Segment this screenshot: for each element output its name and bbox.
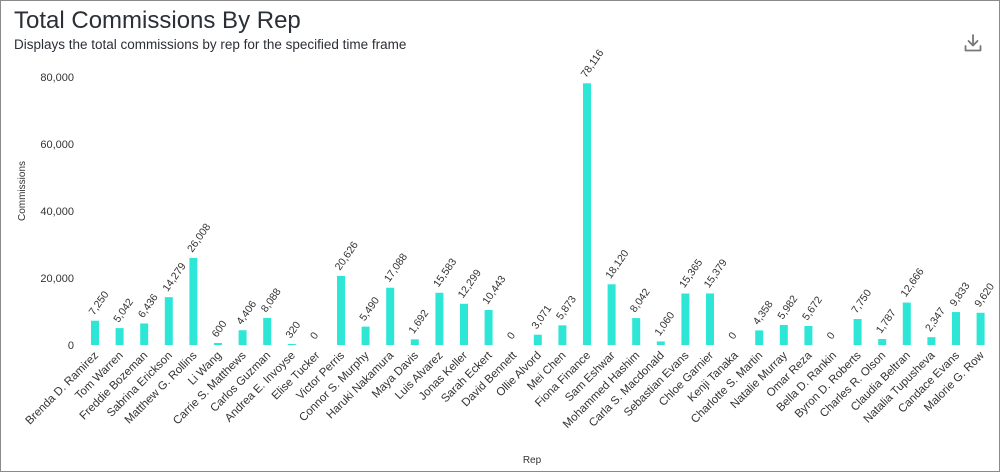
y-tick-label: 0 — [68, 340, 74, 352]
bar[interactable] — [779, 324, 788, 345]
bar-value-label: 5,672 — [800, 294, 825, 323]
bar-value-label: 9,620 — [972, 281, 997, 310]
bar-value-label: 15,583 — [431, 256, 459, 289]
bar[interactable] — [140, 323, 149, 345]
bar[interactable] — [361, 326, 370, 345]
bar-value-label: 9,833 — [948, 280, 973, 309]
bar-value-label: 15,365 — [677, 257, 705, 290]
bar-value-label: 20,626 — [333, 239, 361, 272]
bar-value-label: 4,406 — [234, 298, 259, 327]
bar-value-label: 6,436 — [136, 292, 161, 321]
bar[interactable] — [533, 334, 542, 345]
bar-value-label: 0 — [308, 330, 321, 342]
bar[interactable] — [902, 302, 911, 345]
bar[interactable] — [927, 337, 936, 345]
bar[interactable] — [238, 330, 247, 345]
bar-value-label: 600 — [210, 318, 230, 339]
bar-value-label: 2,347 — [923, 305, 948, 334]
bar[interactable] — [583, 83, 591, 345]
bar[interactable] — [878, 339, 887, 345]
bar-value-label: 78,116 — [579, 47, 607, 80]
x-axis-title: Rep — [523, 455, 542, 466]
bar-value-label: 3,071 — [529, 303, 554, 332]
bar-value-label: 5,982 — [775, 293, 800, 322]
bar-value-label: 0 — [825, 330, 838, 342]
bar[interactable] — [214, 342, 222, 345]
bar-value-label: 17,088 — [382, 251, 410, 284]
bar-value-label: 15,379 — [702, 257, 730, 290]
download-icon — [964, 34, 982, 52]
bar-value-label: 5,042 — [111, 296, 136, 325]
bar-value-label: 7,250 — [87, 289, 112, 318]
y-tick-label: 40,000 — [40, 206, 74, 218]
bar[interactable] — [952, 312, 960, 345]
bar-value-label: 14,279 — [160, 261, 188, 294]
bar-value-label: 1,692 — [406, 308, 431, 337]
bar[interactable] — [755, 330, 764, 345]
download-button[interactable] — [962, 32, 984, 54]
bar-value-label: 8,088 — [259, 286, 284, 315]
bar-value-label: 0 — [726, 330, 739, 342]
bar-value-label: 18,120 — [603, 248, 631, 281]
bar-value-label: 1,787 — [874, 307, 899, 336]
bar[interactable] — [632, 318, 641, 345]
bar[interactable] — [706, 293, 714, 345]
bar[interactable] — [558, 325, 567, 345]
bar[interactable] — [410, 339, 419, 345]
bar[interactable] — [460, 303, 468, 345]
bar-value-label: 0 — [505, 330, 518, 342]
bar-value-label: 5,490 — [357, 295, 382, 324]
bar[interactable] — [115, 328, 124, 345]
bar[interactable] — [386, 287, 395, 345]
bar[interactable] — [287, 343, 296, 345]
bar[interactable] — [681, 293, 690, 345]
bar-value-label: 5,873 — [554, 294, 579, 323]
bar[interactable] — [189, 257, 198, 345]
bar[interactable] — [656, 341, 665, 345]
y-tick-label: 60,000 — [40, 139, 74, 151]
y-axis-title: Commissions — [17, 161, 28, 221]
bar[interactable] — [263, 317, 272, 345]
bar-value-label: 320 — [283, 319, 303, 340]
bar-value-label: 12,666 — [898, 266, 926, 299]
bar[interactable] — [91, 320, 99, 345]
bar[interactable] — [337, 275, 345, 345]
bar-value-label: 10,443 — [480, 273, 508, 306]
page-title: Total Commissions By Rep — [14, 7, 301, 34]
bar-value-label: 12,299 — [456, 267, 484, 300]
page-subtitle: Displays the total commissions by rep fo… — [14, 37, 407, 52]
y-tick-label: 80,000 — [40, 72, 74, 84]
bar-value-label: 7,750 — [849, 287, 874, 316]
bar-value-label: 4,358 — [751, 299, 776, 328]
bar[interactable] — [804, 325, 813, 345]
bar[interactable] — [164, 297, 173, 345]
bar[interactable] — [853, 319, 862, 345]
bar-value-label: 8,042 — [628, 286, 653, 315]
bar-value-label: 1,060 — [652, 310, 677, 339]
bar[interactable] — [607, 284, 616, 345]
bar[interactable] — [484, 310, 493, 345]
bar[interactable] — [976, 312, 985, 345]
bar[interactable] — [435, 292, 444, 345]
y-tick-label: 20,000 — [40, 273, 74, 285]
bar-value-label: 26,008 — [185, 221, 213, 254]
